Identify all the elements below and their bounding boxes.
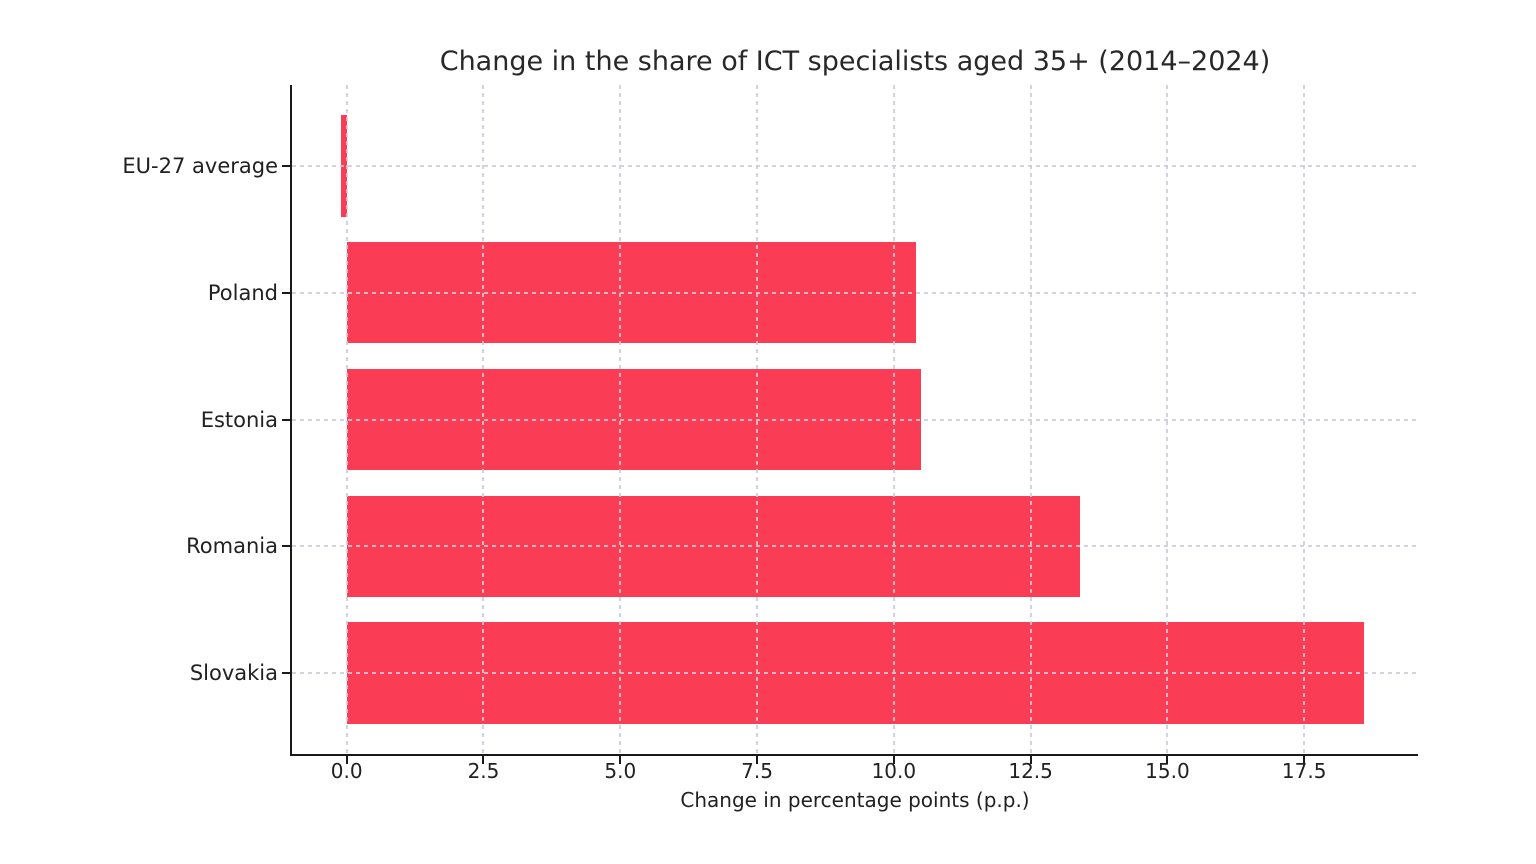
bar-eu-27-average	[341, 115, 347, 217]
bar-estonia	[346, 368, 922, 471]
x-tick-mark-7.5	[756, 756, 759, 764]
x-tick-mark-2.5	[482, 756, 485, 764]
y-axis-spine	[290, 85, 292, 756]
y-tick-label-estonia: Estonia	[200, 407, 278, 432]
x-tick-mark-5.0	[619, 756, 622, 764]
y-tick-label-poland: Poland	[207, 280, 278, 305]
y-tick-mark-slovakia	[282, 671, 290, 674]
x-tick-label-10.0: 10.0	[871, 759, 917, 783]
gridline-y-eu-27-average	[292, 165, 1418, 168]
x-tick-mark-0.0	[345, 756, 348, 764]
x-tick-mark-15.0	[1166, 756, 1169, 764]
x-tick-label-12.5: 12.5	[1008, 759, 1053, 783]
x-tick-label-15.0: 15.0	[1145, 759, 1190, 783]
y-tick-mark-estonia	[282, 418, 290, 421]
bar-poland	[346, 242, 916, 344]
x-tick-label-7.5: 7.5	[741, 759, 773, 783]
x-tick-label-0.0: 0.0	[330, 759, 363, 783]
y-tick-mark-poland	[282, 291, 290, 294]
y-tick-label-slovakia: Slovakia	[189, 660, 278, 685]
x-axis-spine	[290, 754, 1418, 756]
bar-slovakia	[346, 622, 1365, 724]
chart-title: Change in the share of ICT specialists a…	[439, 46, 1271, 77]
x-axis-label: Change in percentage points (p.p.)	[680, 788, 1030, 812]
x-tick-label-2.5: 2.5	[467, 759, 500, 783]
bar-romania	[346, 495, 1080, 597]
x-tick-mark-12.5	[1029, 756, 1032, 764]
x-tick-label-5.0: 5.0	[604, 759, 637, 783]
plot-area	[292, 85, 1418, 754]
y-tick-label-eu-27-average: EU-27 average	[122, 154, 278, 179]
x-tick-mark-10.0	[892, 756, 895, 764]
y-tick-label-romania: Romania	[186, 534, 278, 559]
y-tick-mark-romania	[282, 545, 290, 548]
x-tick-mark-17.5	[1303, 756, 1306, 764]
x-tick-label-17.5: 17.5	[1281, 759, 1327, 783]
y-tick-mark-eu-27-average	[282, 165, 290, 168]
